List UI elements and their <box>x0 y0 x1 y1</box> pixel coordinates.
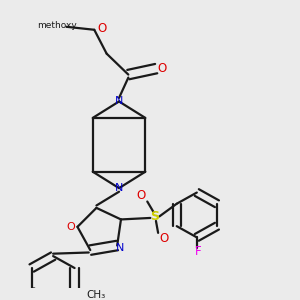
Text: N: N <box>115 183 123 193</box>
Text: O: O <box>158 62 167 75</box>
Text: O: O <box>136 189 146 202</box>
Text: S: S <box>151 210 160 223</box>
Text: O: O <box>160 232 169 245</box>
Text: CH₃: CH₃ <box>87 290 106 300</box>
Text: F: F <box>195 245 202 258</box>
Text: O: O <box>98 22 106 35</box>
Text: methoxy: methoxy <box>37 21 77 30</box>
Text: N: N <box>115 97 123 106</box>
Text: O: O <box>66 222 75 232</box>
Text: N: N <box>116 243 124 253</box>
